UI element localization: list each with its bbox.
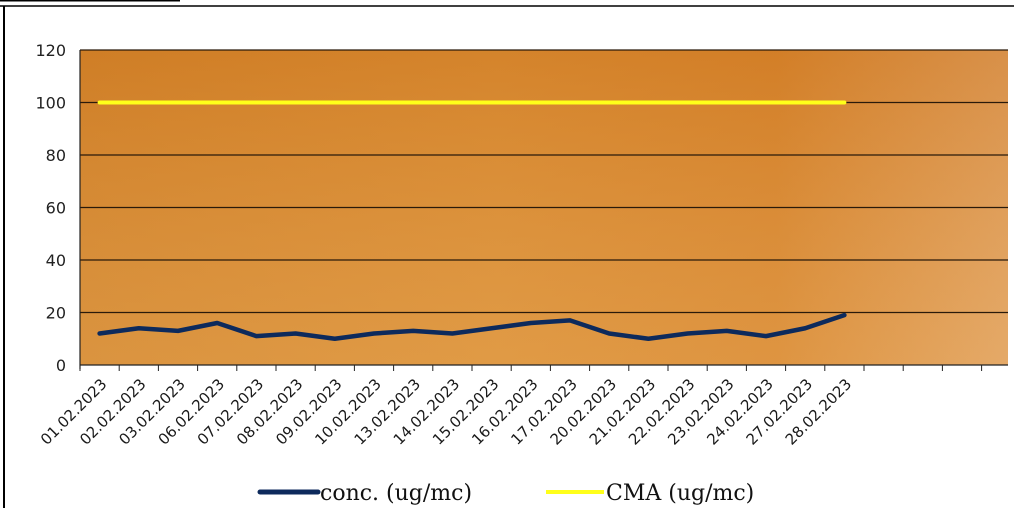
legend-label-cma: CMA (ug/mc)	[606, 481, 754, 506]
y-tick-label: 20	[46, 304, 66, 323]
y-tick-label: 80	[46, 146, 66, 165]
y-tick-label: 60	[46, 199, 66, 218]
y-tick-label: 100	[35, 94, 66, 113]
y-tick-label: 40	[46, 251, 66, 270]
y-tick-label: 120	[35, 41, 66, 60]
legend-label-conc: conc. (ug/mc)	[320, 481, 472, 506]
series-line-conc	[97, 312, 847, 341]
y-tick-label: 0	[56, 356, 66, 375]
